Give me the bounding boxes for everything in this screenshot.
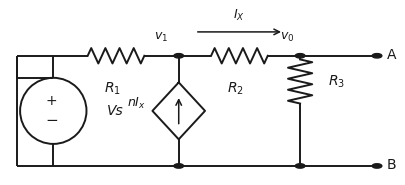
Text: $v_0$: $v_0$ — [279, 31, 293, 44]
Text: $nI_x$: $nI_x$ — [126, 96, 145, 111]
Text: B: B — [386, 158, 396, 172]
Text: $R_1$: $R_1$ — [103, 81, 120, 97]
Text: A: A — [386, 48, 396, 62]
Circle shape — [371, 54, 381, 58]
Circle shape — [371, 164, 381, 168]
Circle shape — [173, 164, 183, 168]
Text: $v_1$: $v_1$ — [154, 31, 168, 44]
Circle shape — [294, 164, 304, 168]
Text: −: − — [45, 113, 58, 128]
Text: +: + — [45, 94, 57, 108]
Circle shape — [294, 54, 304, 58]
Text: $R_3$: $R_3$ — [328, 73, 345, 90]
Text: Vs: Vs — [107, 104, 123, 118]
Text: $R_2$: $R_2$ — [226, 81, 243, 97]
Circle shape — [173, 54, 183, 58]
Text: $I_X$: $I_X$ — [233, 8, 245, 23]
